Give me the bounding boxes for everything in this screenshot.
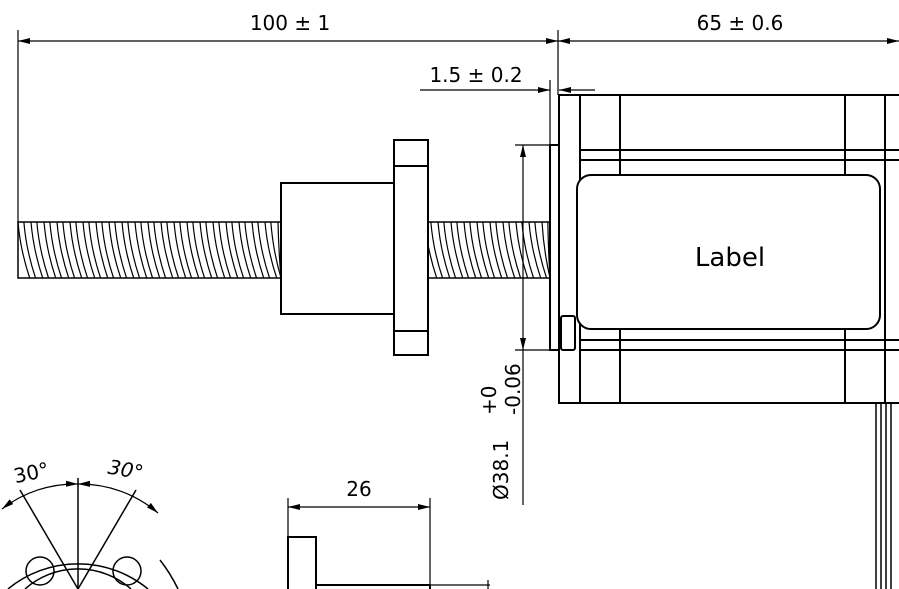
- thread-hatching-left: [17, 221, 282, 279]
- thread-stroke: [82, 221, 96, 279]
- thread-stroke: [534, 221, 548, 279]
- dim-text-motor-length: 65 ± 0.6: [697, 11, 784, 35]
- dim-text-pilot-tol-lower: -0.06: [501, 363, 525, 415]
- end-view-partial: [1, 478, 179, 589]
- thread-stroke: [469, 221, 483, 279]
- flange-inner-arc: [24, 568, 132, 589]
- thread-stroke: [179, 221, 193, 279]
- nut-flange-bottom-lug: [393, 330, 429, 356]
- nut-side-flange: [287, 536, 317, 589]
- thread-stroke: [153, 221, 167, 279]
- thread-stroke: [95, 221, 109, 279]
- nut-side-view-partial: [287, 536, 431, 589]
- thread-stroke: [437, 221, 451, 279]
- thread-stroke: [62, 221, 76, 279]
- thread-stroke: [225, 221, 239, 279]
- thread-stroke: [489, 221, 503, 279]
- thread-stroke: [502, 221, 516, 279]
- motor-wires: [875, 403, 892, 589]
- thread-stroke: [160, 221, 174, 279]
- thread-stroke: [205, 221, 219, 279]
- thread-stroke: [430, 221, 444, 279]
- lead-screw: [17, 221, 551, 279]
- thread-stroke: [127, 221, 141, 279]
- thread-stroke: [114, 221, 128, 279]
- thread-stroke: [199, 221, 213, 279]
- angle-arc-left: [1, 480, 79, 510]
- thread-stroke: [450, 221, 464, 279]
- thread-stroke: [257, 221, 271, 279]
- dim-text-nut-width: 26: [346, 477, 371, 501]
- thread-stroke: [244, 221, 258, 279]
- thread-stroke: [30, 221, 44, 279]
- thread-stroke: [88, 221, 102, 279]
- thread-stroke: [134, 221, 148, 279]
- lead-screw-nut: [280, 139, 429, 356]
- thread-stroke: [147, 221, 161, 279]
- thread-stroke: [528, 221, 542, 279]
- dim-text-pilot-diameter: Ø38.1: [489, 440, 513, 500]
- motor-label-area: [576, 174, 881, 330]
- thread-stroke: [75, 221, 89, 279]
- dim-text-angle-right: 30°: [106, 455, 145, 485]
- thread-stroke: [456, 221, 470, 279]
- thread-stroke: [173, 221, 187, 279]
- nut-flange: [393, 165, 429, 332]
- thread-stroke: [541, 221, 551, 279]
- thread-stroke: [508, 221, 522, 279]
- mounting-hole-left: [25, 556, 55, 586]
- motor-pilot-boss: [549, 144, 560, 351]
- thread-stroke: [108, 221, 122, 279]
- thread-stroke: [463, 221, 477, 279]
- thread-stroke: [166, 221, 180, 279]
- thread-stroke: [192, 221, 206, 279]
- dimension-nut-width: [287, 498, 490, 589]
- thread-stroke: [36, 221, 50, 279]
- flange-outline-arc: [7, 563, 149, 589]
- nut-flange-top-lug: [393, 139, 429, 167]
- thread-stroke: [476, 221, 490, 279]
- thread-stroke: [186, 221, 200, 279]
- thread-stroke: [231, 221, 245, 279]
- thread-stroke: [121, 221, 135, 279]
- dim-text-pilot-tol-upper: +0: [477, 386, 501, 415]
- dimension-flange-thickness: [420, 80, 595, 145]
- thread-stroke: [482, 221, 496, 279]
- stepper-motor: [549, 94, 899, 404]
- dim-text-screw-length: 100 ± 1: [250, 11, 330, 35]
- thread-stroke: [69, 221, 83, 279]
- thread-stroke: [17, 221, 31, 279]
- thread-stroke: [140, 221, 154, 279]
- angle-arc-right: [77, 480, 159, 514]
- thread-stroke: [212, 221, 226, 279]
- thread-stroke: [238, 221, 252, 279]
- thread-stroke: [264, 221, 278, 279]
- dim-text-angle-left: 30°: [11, 457, 51, 488]
- thread-stroke: [23, 221, 37, 279]
- thread-stroke: [251, 221, 265, 279]
- thread-stroke: [495, 221, 509, 279]
- thread-stroke: [218, 221, 232, 279]
- thread-stroke: [43, 221, 57, 279]
- nut-body: [280, 182, 395, 315]
- thread-stroke: [56, 221, 70, 279]
- thread-stroke: [270, 221, 282, 279]
- flange-edge-right: [159, 559, 179, 589]
- thread-stroke: [443, 221, 457, 279]
- motor-label-text: Label: [695, 243, 765, 273]
- dimension-pilot-diameter: [515, 144, 550, 505]
- dim-text-flange-thickness: 1.5 ± 0.2: [429, 63, 522, 87]
- thread-stroke: [101, 221, 115, 279]
- motor-connector: [560, 315, 576, 351]
- mounting-hole-right: [112, 556, 142, 586]
- thread-stroke: [49, 221, 63, 279]
